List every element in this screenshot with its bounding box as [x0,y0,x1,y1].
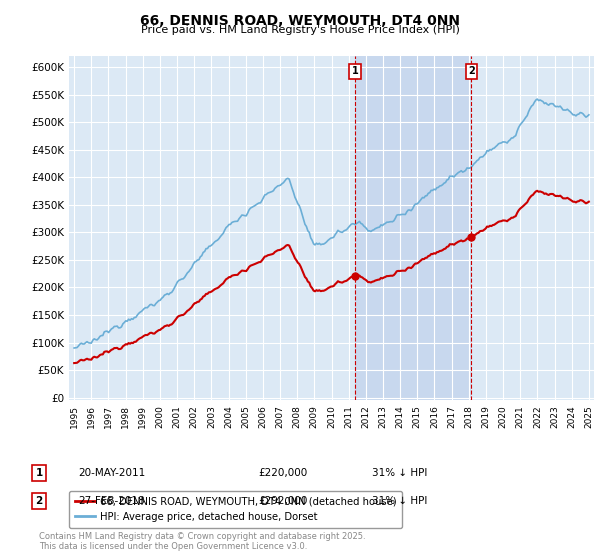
Point [350,272,360,281]
Text: 27-FEB-2018: 27-FEB-2018 [78,496,145,506]
Text: £220,000: £220,000 [258,468,307,478]
Legend: 66, DENNIS ROAD, WEYMOUTH, DT4 0NN (detached house), HPI: Average price, detache: 66, DENNIS ROAD, WEYMOUTH, DT4 0NN (deta… [69,491,403,528]
Text: 2: 2 [468,67,475,76]
Text: 1: 1 [35,468,43,478]
Text: £292,000: £292,000 [258,496,307,506]
Text: Price paid vs. HM Land Registry's House Price Index (HPI): Price paid vs. HM Land Registry's House … [140,25,460,35]
Bar [355,56,472,400]
Text: 1: 1 [352,67,359,76]
Text: 2: 2 [35,496,43,506]
Text: 66, DENNIS ROAD, WEYMOUTH, DT4 0NN: 66, DENNIS ROAD, WEYMOUTH, DT4 0NN [140,14,460,28]
Text: 31% ↓ HPI: 31% ↓ HPI [372,468,427,478]
Text: 31% ↓ HPI: 31% ↓ HPI [372,496,427,506]
Text: 20-MAY-2011: 20-MAY-2011 [78,468,145,478]
Text: Contains HM Land Registry data © Crown copyright and database right 2025.
This d: Contains HM Land Registry data © Crown c… [39,532,365,552]
Point [467,232,476,241]
